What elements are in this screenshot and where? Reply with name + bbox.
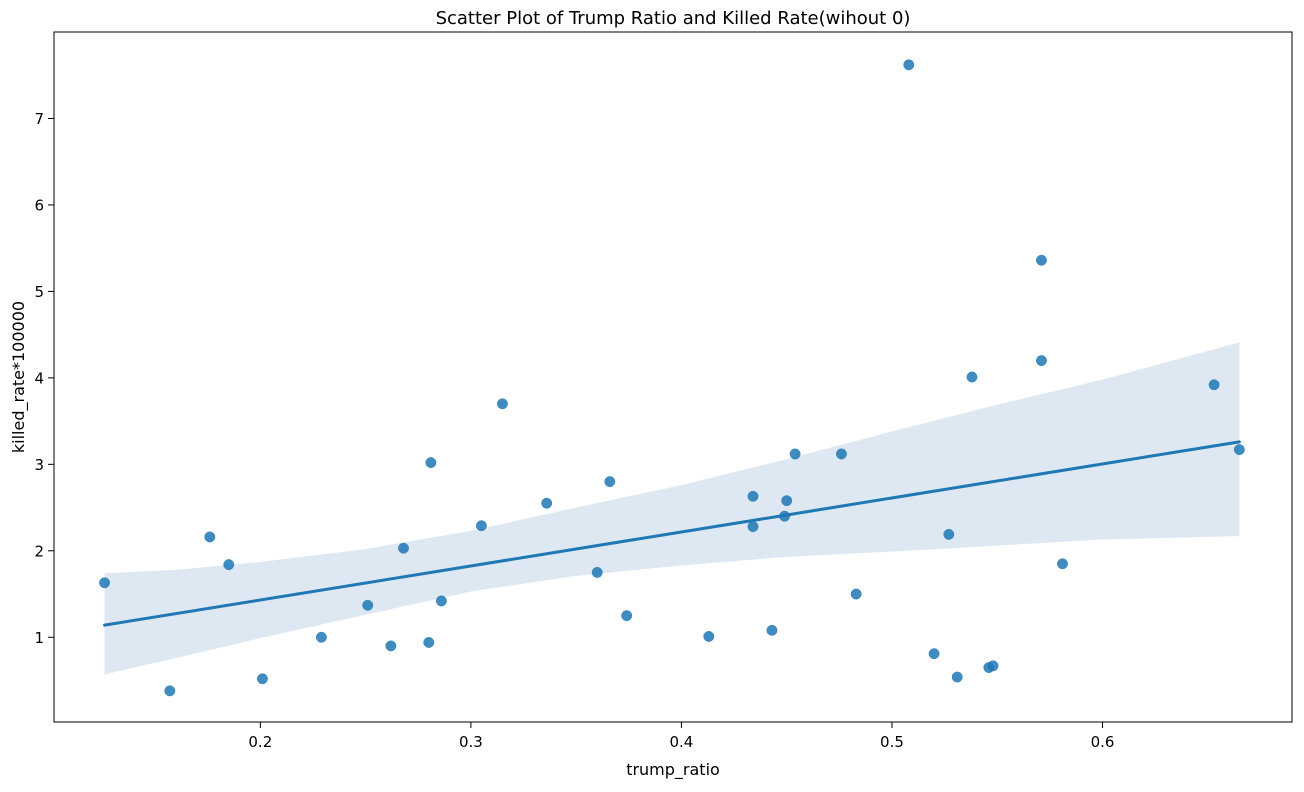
- data-point: [223, 559, 235, 571]
- data-point: [204, 531, 216, 543]
- data-point: [943, 528, 955, 540]
- x-tick-label: 0.6: [1091, 733, 1115, 751]
- y-axis-ticks: 1 2 3 4 5 6 7: [34, 110, 54, 647]
- y-tick-label: 4: [34, 369, 44, 387]
- data-point: [1057, 558, 1068, 570]
- data-point: [987, 660, 999, 672]
- x-tick-label: 0.2: [248, 733, 272, 751]
- data-point: [747, 490, 759, 502]
- data-point: [703, 630, 715, 642]
- data-point: [541, 497, 553, 509]
- data-point: [497, 398, 508, 410]
- data-point: [903, 59, 915, 71]
- data-point: [766, 624, 778, 636]
- y-tick-label: 1: [34, 629, 44, 647]
- data-point: [423, 637, 435, 648]
- confidence-band: [104, 342, 1240, 675]
- data-points-layer: [99, 59, 1245, 697]
- y-tick-label: 2: [34, 542, 44, 560]
- data-point: [164, 685, 176, 697]
- x-axis-ticks: 0.2 0.3 0.4 0.5 0.6: [248, 722, 1114, 751]
- y-tick-label: 6: [34, 196, 44, 214]
- data-point: [1036, 254, 1047, 266]
- regression-line-layer: [103, 440, 1241, 627]
- data-point: [850, 588, 862, 600]
- data-point: [362, 599, 374, 611]
- data-point: [1233, 444, 1245, 456]
- x-axis-label: trump_ratio: [626, 760, 720, 780]
- chart-title: Scatter Plot of Trump Ratio and Killed R…: [436, 8, 911, 29]
- data-point: [747, 521, 759, 533]
- data-point: [385, 640, 397, 652]
- data-point: [951, 671, 963, 683]
- data-point: [398, 542, 409, 554]
- data-point: [425, 457, 437, 469]
- data-point: [604, 476, 616, 488]
- x-tick-label: 0.5: [880, 733, 904, 751]
- data-point: [315, 631, 327, 643]
- data-point: [835, 448, 847, 460]
- y-tick-label: 3: [34, 456, 44, 474]
- y-axis-label: killed_rate*100000: [9, 301, 29, 453]
- y-tick-label: 7: [34, 110, 44, 128]
- data-point: [781, 495, 793, 507]
- data-point: [928, 648, 940, 660]
- data-point: [966, 371, 978, 383]
- data-point: [256, 673, 268, 685]
- regression-line: [103, 440, 1241, 627]
- data-point: [435, 595, 447, 607]
- y-tick-label: 5: [34, 283, 44, 301]
- data-point: [1208, 379, 1220, 391]
- plot-area-frame: [53, 31, 1293, 723]
- data-point: [99, 577, 110, 589]
- x-tick-label: 0.4: [669, 733, 693, 751]
- data-point: [621, 610, 633, 622]
- data-point: [591, 566, 603, 578]
- x-tick-label: 0.3: [459, 733, 483, 751]
- data-point: [779, 510, 791, 522]
- data-point: [789, 448, 801, 460]
- confidence-band-layer: [104, 342, 1240, 675]
- data-point: [1036, 355, 1047, 367]
- data-point: [475, 520, 487, 532]
